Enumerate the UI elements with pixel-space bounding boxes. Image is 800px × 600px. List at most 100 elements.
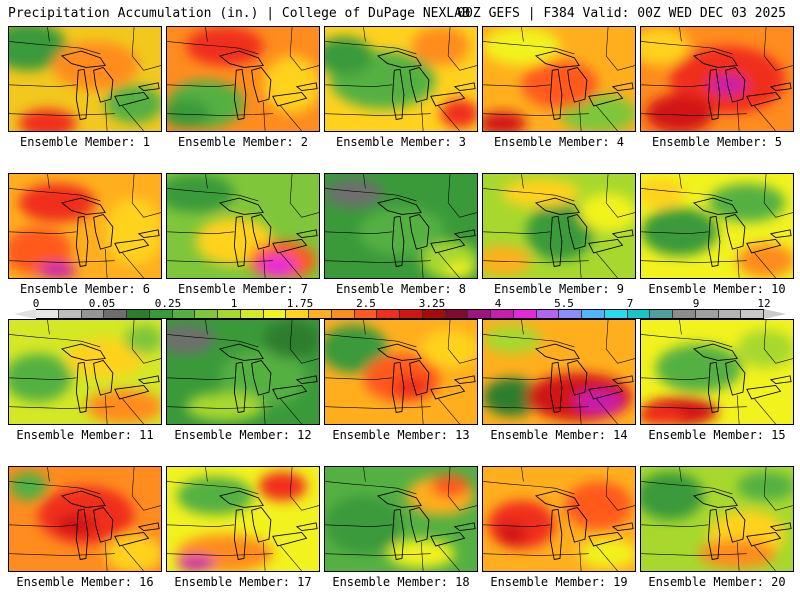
state-border	[521, 467, 524, 482]
state-border	[122, 545, 144, 571]
great-lake-outline	[272, 532, 308, 547]
state-border	[131, 320, 161, 364]
map-panel	[8, 173, 162, 279]
state-border	[205, 467, 208, 482]
map-panel	[8, 466, 162, 572]
precip-map	[9, 174, 161, 278]
great-lake-outline	[534, 343, 580, 361]
precip-contour	[502, 178, 580, 208]
colorbar-cell	[491, 310, 514, 318]
colorbar-cell	[240, 310, 264, 318]
state-border	[289, 320, 319, 364]
great-lake-outline	[409, 506, 430, 543]
great-lake-outline	[707, 215, 721, 267]
great-lake-outline	[769, 82, 792, 92]
state-border	[596, 398, 618, 424]
great-lake-outline	[409, 213, 430, 250]
precip-map	[167, 320, 319, 424]
precip-map	[9, 467, 161, 571]
great-lake-outline	[391, 68, 405, 120]
great-lake-outline	[707, 508, 721, 560]
precip-map	[9, 27, 161, 131]
panel-label: Ensemble Member: 4	[493, 135, 625, 149]
panel-label: Ensemble Member: 2	[177, 135, 309, 149]
state-border	[483, 406, 589, 409]
colorbar-tick-label: 9	[692, 297, 700, 310]
map-panel	[166, 26, 320, 132]
colorbar-cell	[741, 310, 764, 318]
state-border	[325, 553, 431, 556]
state-border	[131, 174, 161, 218]
colorbar-cell	[718, 310, 742, 318]
great-lake-outline	[251, 359, 272, 396]
great-lake-outline	[75, 508, 89, 560]
great-lake-outline	[233, 215, 247, 267]
map-panel	[324, 173, 478, 279]
great-lake-outline	[549, 215, 563, 267]
great-lake-outline	[60, 343, 106, 361]
colorbar-cell	[36, 310, 59, 318]
state-border	[596, 252, 618, 278]
precip-contour	[186, 27, 264, 66]
precip-contour	[421, 329, 477, 369]
panel-label: Ensemble Member: 17	[174, 575, 312, 589]
map-panel	[324, 466, 478, 572]
state-border	[205, 320, 208, 335]
colorbar-cell	[104, 310, 127, 318]
state-border	[483, 260, 589, 263]
panel-label: Ensemble Member: 5	[651, 135, 783, 149]
state-border	[679, 27, 682, 42]
state-border	[483, 113, 589, 116]
precip-contour	[263, 320, 319, 359]
precip-map	[325, 174, 477, 278]
state-border	[641, 231, 709, 234]
great-lake-outline	[567, 506, 588, 543]
state-border	[289, 27, 319, 71]
precip-contour	[579, 193, 635, 232]
great-lake-outline	[588, 532, 624, 547]
state-border	[605, 320, 635, 364]
precip-contour	[497, 522, 527, 546]
state-border	[447, 320, 477, 364]
precip-map	[641, 467, 793, 571]
precip-map	[483, 320, 635, 424]
colorbar-strip	[36, 309, 764, 319]
map-panel	[482, 173, 636, 279]
precip-contour	[105, 84, 161, 124]
great-lake-outline	[746, 385, 782, 400]
state-border	[205, 27, 208, 42]
great-lake-outline	[93, 213, 114, 250]
precip-contour	[564, 481, 633, 530]
precip-contour	[641, 471, 704, 520]
state-border	[104, 395, 108, 424]
state-border	[131, 467, 161, 511]
state-border	[447, 27, 477, 71]
great-lake-outline	[93, 506, 114, 543]
precip-contour	[483, 111, 527, 131]
state-border	[167, 113, 273, 116]
great-lake-outline	[75, 215, 89, 267]
state-border	[578, 542, 582, 571]
great-lake-outline	[137, 375, 160, 385]
state-border	[9, 84, 77, 87]
state-border	[205, 174, 208, 189]
panel-label: Ensemble Member: 14	[490, 428, 628, 442]
state-border	[641, 84, 709, 87]
map-panel	[324, 26, 478, 132]
precip-contour	[411, 27, 470, 66]
colorbar-cell	[536, 310, 560, 318]
precip-contour	[645, 94, 714, 131]
precip-map	[167, 174, 319, 278]
colorbar-cell	[695, 310, 719, 318]
precip-map	[325, 467, 477, 571]
precip-contour	[387, 539, 455, 569]
colorbar-cell	[354, 310, 378, 318]
state-border	[447, 174, 477, 218]
state-border	[641, 113, 747, 116]
great-lake-outline	[567, 359, 588, 396]
precip-contour	[18, 183, 96, 223]
colorbar-cell	[377, 310, 400, 318]
state-border	[9, 260, 115, 263]
state-border	[641, 377, 709, 380]
great-lake-outline	[430, 385, 466, 400]
